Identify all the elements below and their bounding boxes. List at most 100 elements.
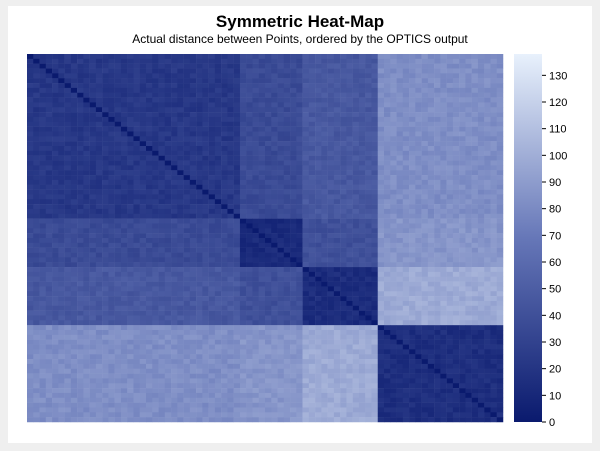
heatmap-cell — [183, 315, 191, 321]
heatmap-cell — [446, 194, 454, 200]
heatmap-cell — [58, 54, 65, 60]
heatmap-cell — [252, 121, 259, 127]
heatmap-cell — [102, 102, 109, 108]
heatmap-cell — [214, 126, 222, 132]
heatmap-cell — [434, 146, 441, 152]
heatmap-cell — [265, 276, 272, 282]
heatmap-cell — [246, 102, 253, 108]
heatmap-cell — [446, 262, 454, 268]
heatmap-cell — [365, 291, 372, 297]
heatmap-cell — [409, 92, 416, 98]
heatmap-cell — [152, 194, 159, 200]
heatmap-cell — [496, 155, 504, 161]
heatmap-cell — [158, 78, 166, 84]
heatmap-cell — [390, 184, 397, 190]
heatmap-cell — [177, 291, 184, 297]
heatmap-cells — [27, 54, 504, 423]
heatmap-cell — [77, 286, 84, 292]
heatmap-cell — [296, 305, 303, 311]
heatmap-cell — [114, 228, 122, 234]
heatmap-cell — [490, 325, 497, 331]
heatmap-cell — [208, 155, 216, 161]
heatmap-cell — [33, 73, 40, 79]
heatmap-cell — [183, 267, 191, 273]
heatmap-cell — [189, 368, 197, 374]
heatmap-cell — [52, 107, 59, 113]
heatmap-cell — [52, 339, 59, 345]
heatmap-cell — [227, 170, 234, 176]
heatmap-cell — [189, 344, 197, 350]
heatmap-cell — [233, 184, 241, 190]
heatmap-cell — [434, 63, 441, 69]
heatmap-cell — [158, 131, 166, 137]
heatmap-cell — [183, 83, 191, 89]
heatmap-cell — [277, 242, 285, 248]
heatmap-cell — [283, 223, 291, 229]
heatmap-cell — [365, 155, 372, 161]
heatmap-cell — [265, 189, 272, 195]
heatmap-cell — [352, 247, 360, 253]
heatmap-cell — [358, 300, 366, 307]
heatmap-cell — [64, 271, 72, 277]
heatmap-cell — [296, 325, 303, 331]
heatmap-cell — [64, 310, 72, 316]
heatmap-cell — [277, 189, 285, 195]
heatmap-cell — [70, 325, 78, 331]
heatmap-cell — [377, 320, 385, 326]
heatmap-cell — [45, 107, 53, 113]
heatmap-cell — [421, 238, 429, 244]
heatmap-cell — [371, 349, 378, 355]
heatmap-cell — [308, 146, 316, 152]
heatmap-cell — [484, 73, 491, 79]
heatmap-cell — [158, 368, 166, 374]
heatmap-cell — [252, 330, 259, 336]
heatmap-cell — [365, 310, 372, 316]
heatmap-cell — [83, 184, 90, 190]
heatmap-cell — [459, 218, 466, 224]
heatmap-cell — [120, 300, 128, 307]
heatmap-cell — [239, 296, 247, 302]
heatmap-cell — [315, 63, 322, 69]
heatmap-cell — [346, 262, 353, 268]
heatmap-cell — [440, 262, 447, 268]
heatmap-cell — [496, 291, 504, 297]
heatmap-cell — [158, 359, 166, 365]
heatmap-cell — [252, 112, 259, 118]
heatmap-cell — [214, 87, 222, 93]
heatmap-cell — [484, 300, 491, 307]
heatmap-cell — [108, 334, 115, 340]
heatmap-cell — [83, 170, 90, 176]
heatmap-cell — [365, 189, 372, 195]
heatmap-cell — [171, 300, 178, 307]
heatmap-cell — [52, 242, 59, 248]
heatmap-cell — [246, 131, 253, 137]
heatmap-cell — [277, 87, 285, 93]
heatmap-cell — [189, 363, 197, 369]
heatmap-cell — [202, 296, 209, 302]
heatmap-cell — [346, 257, 353, 263]
heatmap-cell — [252, 223, 259, 229]
heatmap-cell — [246, 252, 253, 258]
heatmap-cell — [39, 160, 47, 166]
heatmap-cell — [446, 73, 454, 79]
heatmap-cell — [346, 223, 353, 229]
heatmap-cell — [421, 199, 429, 205]
heatmap-cell — [202, 267, 209, 273]
heatmap-cell — [471, 58, 479, 64]
heatmap-cell — [171, 291, 178, 297]
heatmap-cell — [189, 112, 197, 118]
heatmap-cell — [246, 58, 253, 64]
heatmap-cell — [171, 102, 178, 108]
heatmap-cell — [89, 228, 97, 234]
heatmap-cell — [233, 276, 241, 282]
heatmap-cell — [396, 247, 404, 253]
heatmap-cell — [171, 368, 178, 374]
heatmap-cell — [33, 281, 40, 287]
heatmap-cell — [440, 199, 447, 205]
heatmap-cell — [189, 330, 197, 336]
heatmap-cell — [427, 267, 435, 273]
heatmap-cell — [415, 296, 422, 302]
heatmap-cell — [33, 213, 40, 219]
heatmap-cell — [277, 320, 285, 326]
heatmap-cell — [265, 126, 272, 132]
